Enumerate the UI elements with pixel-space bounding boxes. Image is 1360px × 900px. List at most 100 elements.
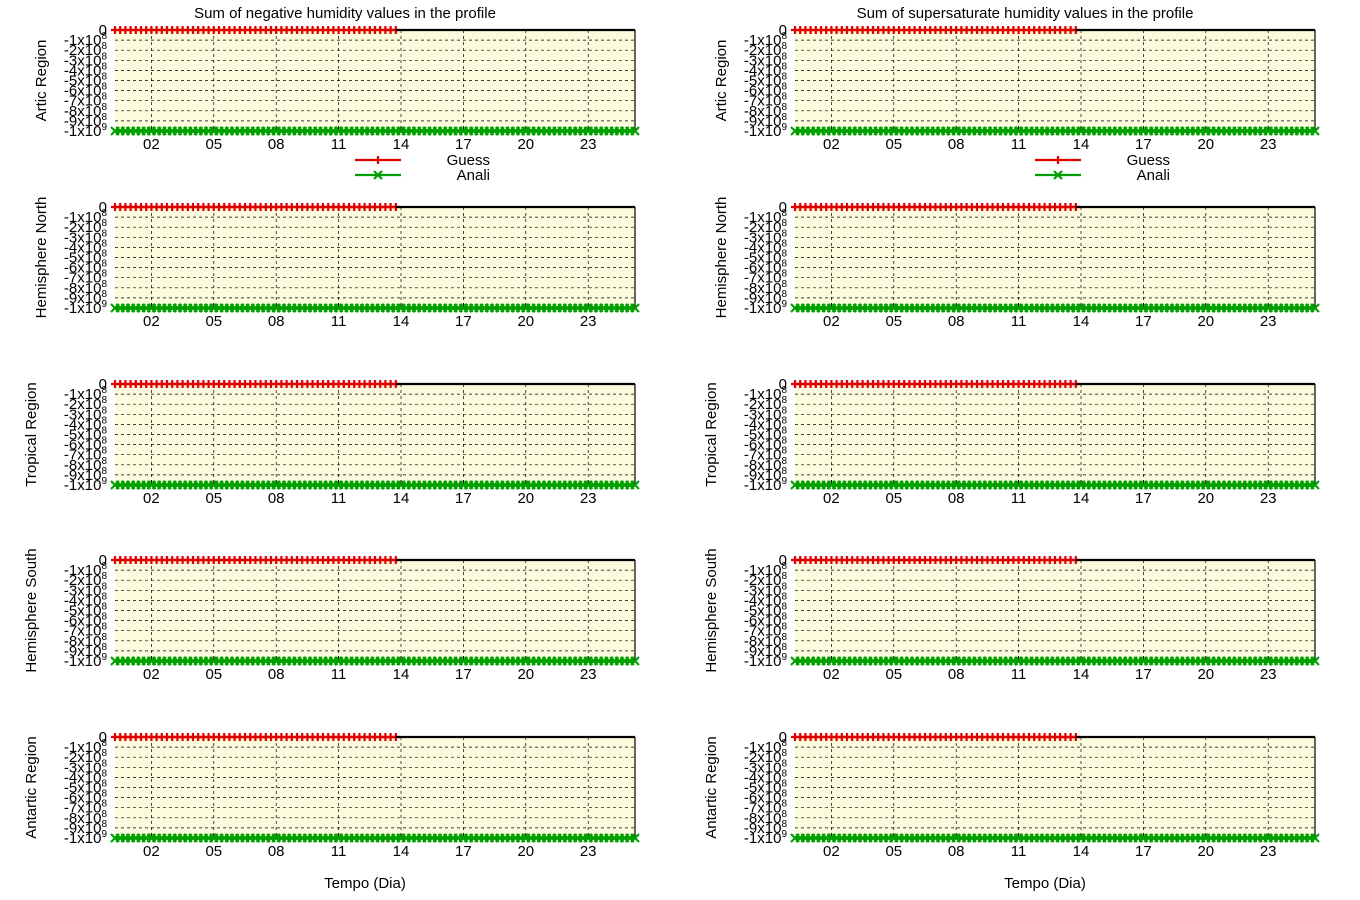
x-tick-label: 20 (1197, 136, 1214, 153)
y-tick-label: -2x108 (744, 218, 788, 236)
y-tick-label: -1x109 (64, 829, 108, 847)
x-tick-label: 23 (580, 666, 597, 683)
x-tick-label: 17 (1135, 313, 1152, 330)
y-tick-label: -9x108 (744, 289, 788, 307)
y-tick-label: -3x108 (64, 228, 108, 246)
y-tick-label: -7x108 (744, 269, 788, 287)
y-tick-label: -1x109 (744, 476, 788, 494)
y-axis-label: Hemisphere South (703, 548, 720, 672)
x-tick-label: 02 (143, 843, 160, 860)
y-tick-label: -6x108 (64, 789, 108, 807)
y-axis-label: Artic Region (33, 40, 50, 122)
x-tick-label: 17 (455, 666, 472, 683)
y-tick-label: -7x108 (64, 92, 108, 110)
y-tick-label: -3x108 (744, 228, 788, 246)
data-point-anali (1310, 833, 1320, 843)
y-tick-label: -7x108 (744, 622, 788, 640)
y-tick-label: -8x108 (744, 279, 788, 297)
panel-4: 02 05 08 11 14 17 20 23 0-1x108-2x108-3x108-4x10… (703, 548, 1320, 683)
chart-title: Sum of negative humidity values in the p… (194, 5, 496, 22)
x-tick-label: 20 (1197, 490, 1214, 507)
y-tick-label: -6x108 (744, 789, 788, 807)
x-tick-label: 11 (331, 490, 347, 507)
x-tick-label: 02 (823, 666, 840, 683)
y-tick-label: -1x108 (64, 31, 108, 49)
y-tick-label: -4x108 (744, 415, 788, 433)
x-tick-label: 05 (205, 136, 222, 153)
x-tick-label: 17 (1135, 136, 1152, 153)
y-tick-label: -9x108 (64, 289, 108, 307)
y-tick-label: -6x108 (64, 259, 108, 277)
y-tick-label: -5x108 (64, 779, 108, 797)
x-tick-label: 08 (268, 843, 285, 860)
y-tick-label: -8x108 (64, 279, 108, 297)
y-tick-label: -4x108 (64, 768, 108, 786)
y-tick-label: -7x108 (744, 446, 788, 464)
x-tick-label: 08 (948, 666, 965, 683)
x-tick-label: 11 (1011, 136, 1027, 153)
x-tick-label: 14 (1073, 313, 1090, 330)
x-tick-label: 14 (393, 136, 410, 153)
data-point-anali (1310, 480, 1320, 490)
y-tick-label: 0 (99, 729, 107, 746)
legend-label-guess: Guess (447, 152, 490, 169)
x-tick-label: 14 (393, 490, 410, 507)
y-axis-label: Antartic Region (703, 736, 720, 839)
y-tick-label: 0 (779, 376, 787, 393)
x-tick-label: 23 (580, 136, 597, 153)
legend-label-guess: Guess (1127, 152, 1170, 169)
x-tick-label: 23 (580, 313, 597, 330)
x-tick-label: 02 (823, 313, 840, 330)
y-tick-label: -8x108 (64, 809, 108, 827)
x-tick-label: 17 (1135, 490, 1152, 507)
y-tick-label: -8x108 (744, 809, 788, 827)
y-tick-label: -6x108 (64, 82, 108, 100)
y-tick-label: -2x108 (64, 395, 108, 413)
x-axis-label: Tempo (Dia) (324, 875, 406, 892)
y-tick-label: -1x109 (64, 299, 108, 317)
y-tick-label: -4x108 (744, 591, 788, 609)
y-tick-label: -4x108 (744, 61, 788, 79)
y-axis-label: Artic Region (713, 40, 730, 122)
x-tick-label: 23 (580, 490, 597, 507)
panel-4: 02 05 08 11 14 17 20 23 0-1x108-2x108-3x108-4x10… (23, 548, 640, 683)
x-tick-label: 05 (205, 313, 222, 330)
x-tick-label: 11 (331, 666, 347, 683)
x-tick-label: 02 (143, 313, 160, 330)
legend-label-anali: Anali (1137, 167, 1170, 184)
y-tick-label: 0 (99, 552, 107, 569)
y-tick-label: -2x108 (744, 571, 788, 589)
x-tick-label: 08 (948, 843, 965, 860)
data-point-anali (630, 303, 640, 313)
y-tick-label: -4x108 (744, 768, 788, 786)
y-axis-label: Hemisphere North (33, 197, 50, 319)
data-point-anali (630, 480, 640, 490)
legend-marker-guess (1054, 156, 1062, 164)
x-tick-label: 05 (885, 136, 902, 153)
y-axis-label: Tropical Region (23, 382, 40, 487)
legend-marker-guess (374, 156, 382, 164)
y-tick-label: -2x108 (744, 748, 788, 766)
x-tick-label: 17 (1135, 666, 1152, 683)
y-tick-label: -7x108 (64, 622, 108, 640)
y-tick-label: -7x108 (64, 799, 108, 817)
y-tick-label: 0 (99, 22, 107, 39)
x-tick-label: 11 (1011, 843, 1027, 860)
x-tick-label: 05 (205, 843, 222, 860)
x-tick-label: 11 (331, 136, 347, 153)
y-tick-label: -1x109 (744, 652, 788, 670)
x-tick-label: 11 (1011, 666, 1027, 683)
y-tick-label: -6x108 (64, 436, 108, 454)
y-tick-label: -3x108 (64, 581, 108, 599)
x-tick-label: 20 (1197, 666, 1214, 683)
y-tick-label: -1x109 (64, 652, 108, 670)
chart-column-2: Sum of supersaturate humidity values in … (703, 5, 1320, 892)
x-tick-label: 14 (393, 313, 410, 330)
x-tick-label: 17 (455, 490, 472, 507)
y-tick-label: -8x108 (744, 102, 788, 120)
panel-5: 02 05 08 11 14 17 20 23 0-1x108-2x108-3x108-4x10… (703, 729, 1320, 860)
x-tick-label: 05 (205, 490, 222, 507)
y-tick-label: -6x108 (744, 259, 788, 277)
